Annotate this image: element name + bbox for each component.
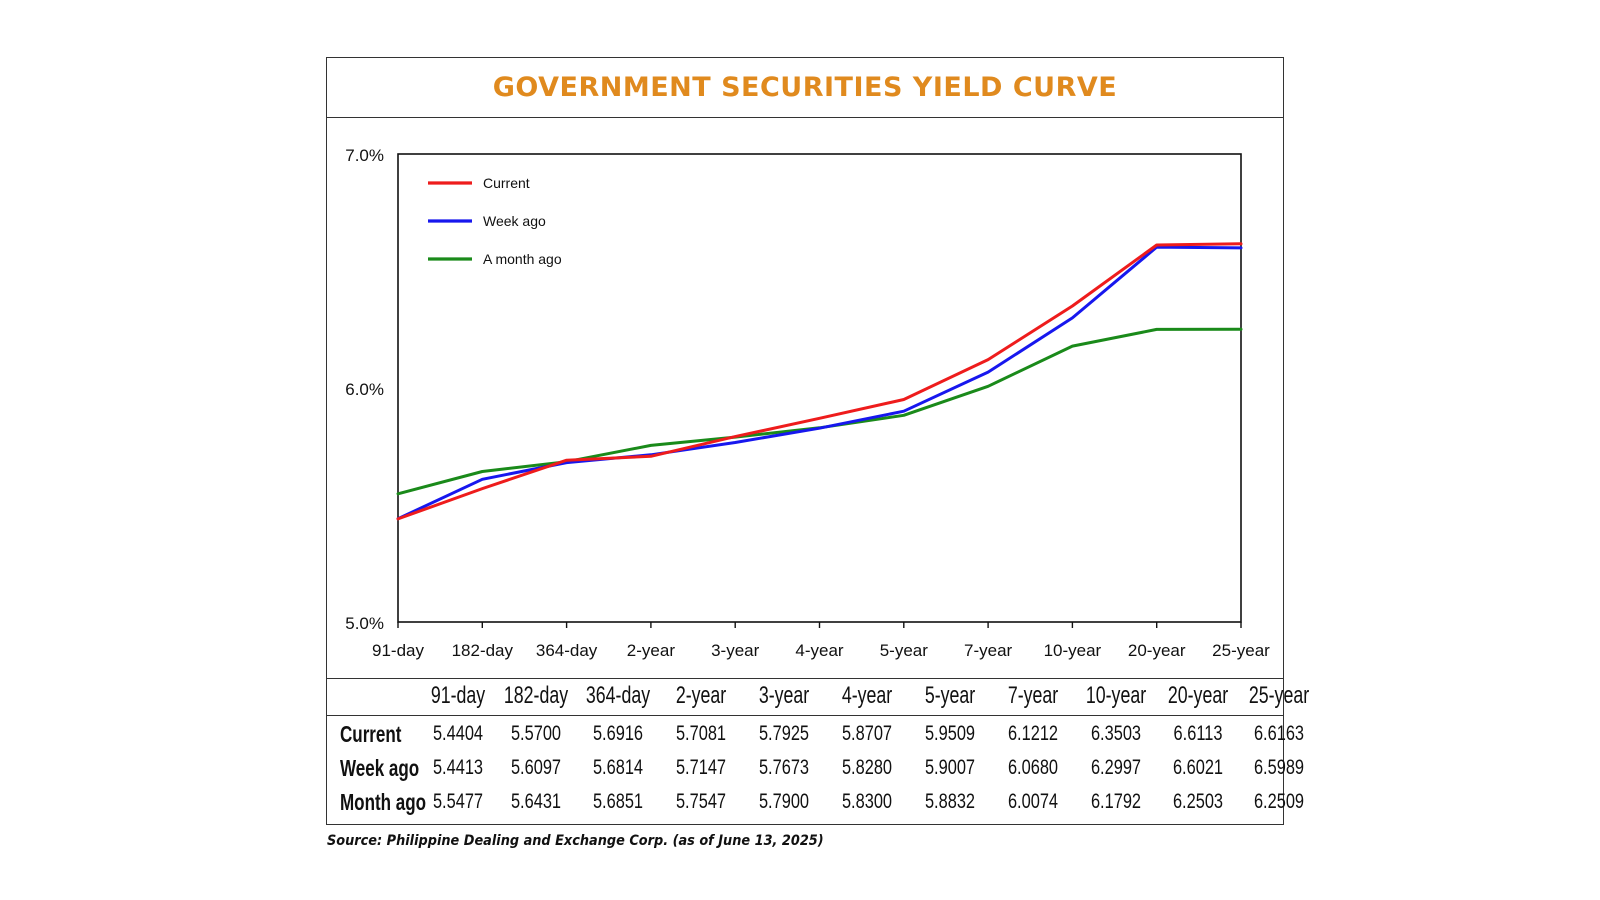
table-cell: 5.6431 [510,790,562,813]
table-cell: 5.6814 [592,756,644,779]
table-cell: 5.4413 [432,756,484,779]
table-cell: 6.6021 [1172,756,1224,779]
series-line-a-month-ago [396,327,1243,496]
table-cell: 5.6097 [510,756,562,779]
x-tick-label: 182-day [452,641,514,660]
legend-label: Week ago [483,213,546,229]
table-cell: 5.8832 [924,790,976,813]
x-tick-label: 4-year [795,641,844,660]
table-cell: 5.5700 [510,722,562,745]
table-cell: 6.0074 [1007,790,1059,813]
table-cell: 6.6113 [1173,722,1223,745]
legend: Current Week ago A month ago [428,175,562,267]
table-cell: 6.1792 [1090,790,1142,813]
table-header-cell: 5-year [924,682,976,709]
table-row-label: Month ago [340,789,427,815]
table-header-cell: 3-year [758,682,810,709]
axes-layer: 5.0% 6.0% 7.0% 91-day 182-day 364-day 2-year 3-… [345,146,1270,660]
table-header-cell: 4-year [841,682,893,709]
table-cell: 5.7081 [675,722,727,745]
table-header-cell: 2-year [675,682,727,709]
legend-label: A month ago [483,251,562,267]
table-cell: 6.0680 [1007,756,1059,779]
title-bar: GOVERNMENT SECURITIES YIELD CURVE [327,58,1283,118]
x-tick-label: 2-year [627,641,676,660]
table-cell: 5.5477 [432,790,484,813]
x-tick-label: 25-year [1212,641,1270,660]
table-cell: 5.8280 [841,756,893,779]
table-cell: 5.7147 [675,756,727,779]
table-cell: 5.7547 [675,790,727,813]
series-layer [396,242,1243,521]
table-header-cell: 182-day [503,682,569,709]
table-cell: 6.2509 [1253,790,1305,813]
chart-title: GOVERNMENT SECURITIES YIELD CURVE [492,72,1118,103]
table-header-cell: 20-year [1167,682,1229,709]
table-cell: 6.2503 [1172,790,1224,813]
table-top-rule [326,678,1284,679]
table-cell: 5.6916 [592,722,644,745]
table-cell: 6.3503 [1090,722,1142,745]
table-header-cell: 91-day [430,682,486,709]
table-row-label: Current [340,721,402,747]
table-cell: 6.2997 [1090,756,1142,779]
table-header-cell: 7-year [1007,682,1059,709]
table-cell: 5.8707 [841,722,893,745]
table-header-cell: 364-day [585,682,651,709]
table-cell: 5.6851 [592,790,644,813]
table-cell: 5.4404 [432,722,484,745]
chart-frame: GOVERNMENT SECURITIES YIELD CURVE [326,57,1284,825]
x-tick-label: 364-day [536,641,598,660]
table-cell: 6.1212 [1007,722,1059,745]
table-cell: 6.6163 [1253,722,1305,745]
x-tick-label: 7-year [964,641,1013,660]
legend-label: Current [483,175,530,191]
table-header-cell: 10-year [1085,682,1147,709]
table-cell: 5.7673 [758,756,810,779]
table-cell: 5.8300 [841,790,893,813]
yield-table: 91-day 182-day 364-day 2-year 3-year 4-year 5-… [326,678,1309,825]
table-cell: 6.5989 [1253,756,1305,779]
table-header-cell: 25-year [1248,682,1310,709]
y-tick-label: 5.0% [345,614,384,633]
source-note: Source: Philippine Dealing and Exchange … [327,833,824,849]
table-header-rule [326,715,1284,716]
x-tick-label: 5-year [880,641,929,660]
table-cell: 5.7925 [758,722,810,745]
x-tick-label: 20-year [1128,641,1186,660]
y-tick-label: 7.0% [345,146,384,165]
table-row-label: Week ago [340,755,420,781]
table-cell: 5.9007 [924,756,976,779]
series-line-week-ago [396,245,1243,521]
x-tick-label: 3-year [711,641,760,660]
x-tick-label: 91-day [372,641,424,660]
table-cell: 5.9509 [924,722,976,745]
yield-curve-chart: 5.0% 6.0% 7.0% 91-day 182-day 364-day 2-year 3-… [345,146,1270,660]
table-cell: 5.7900 [758,790,810,813]
x-tick-label: 10-year [1044,641,1102,660]
y-tick-label: 6.0% [345,380,384,399]
series-line-current [396,242,1243,521]
